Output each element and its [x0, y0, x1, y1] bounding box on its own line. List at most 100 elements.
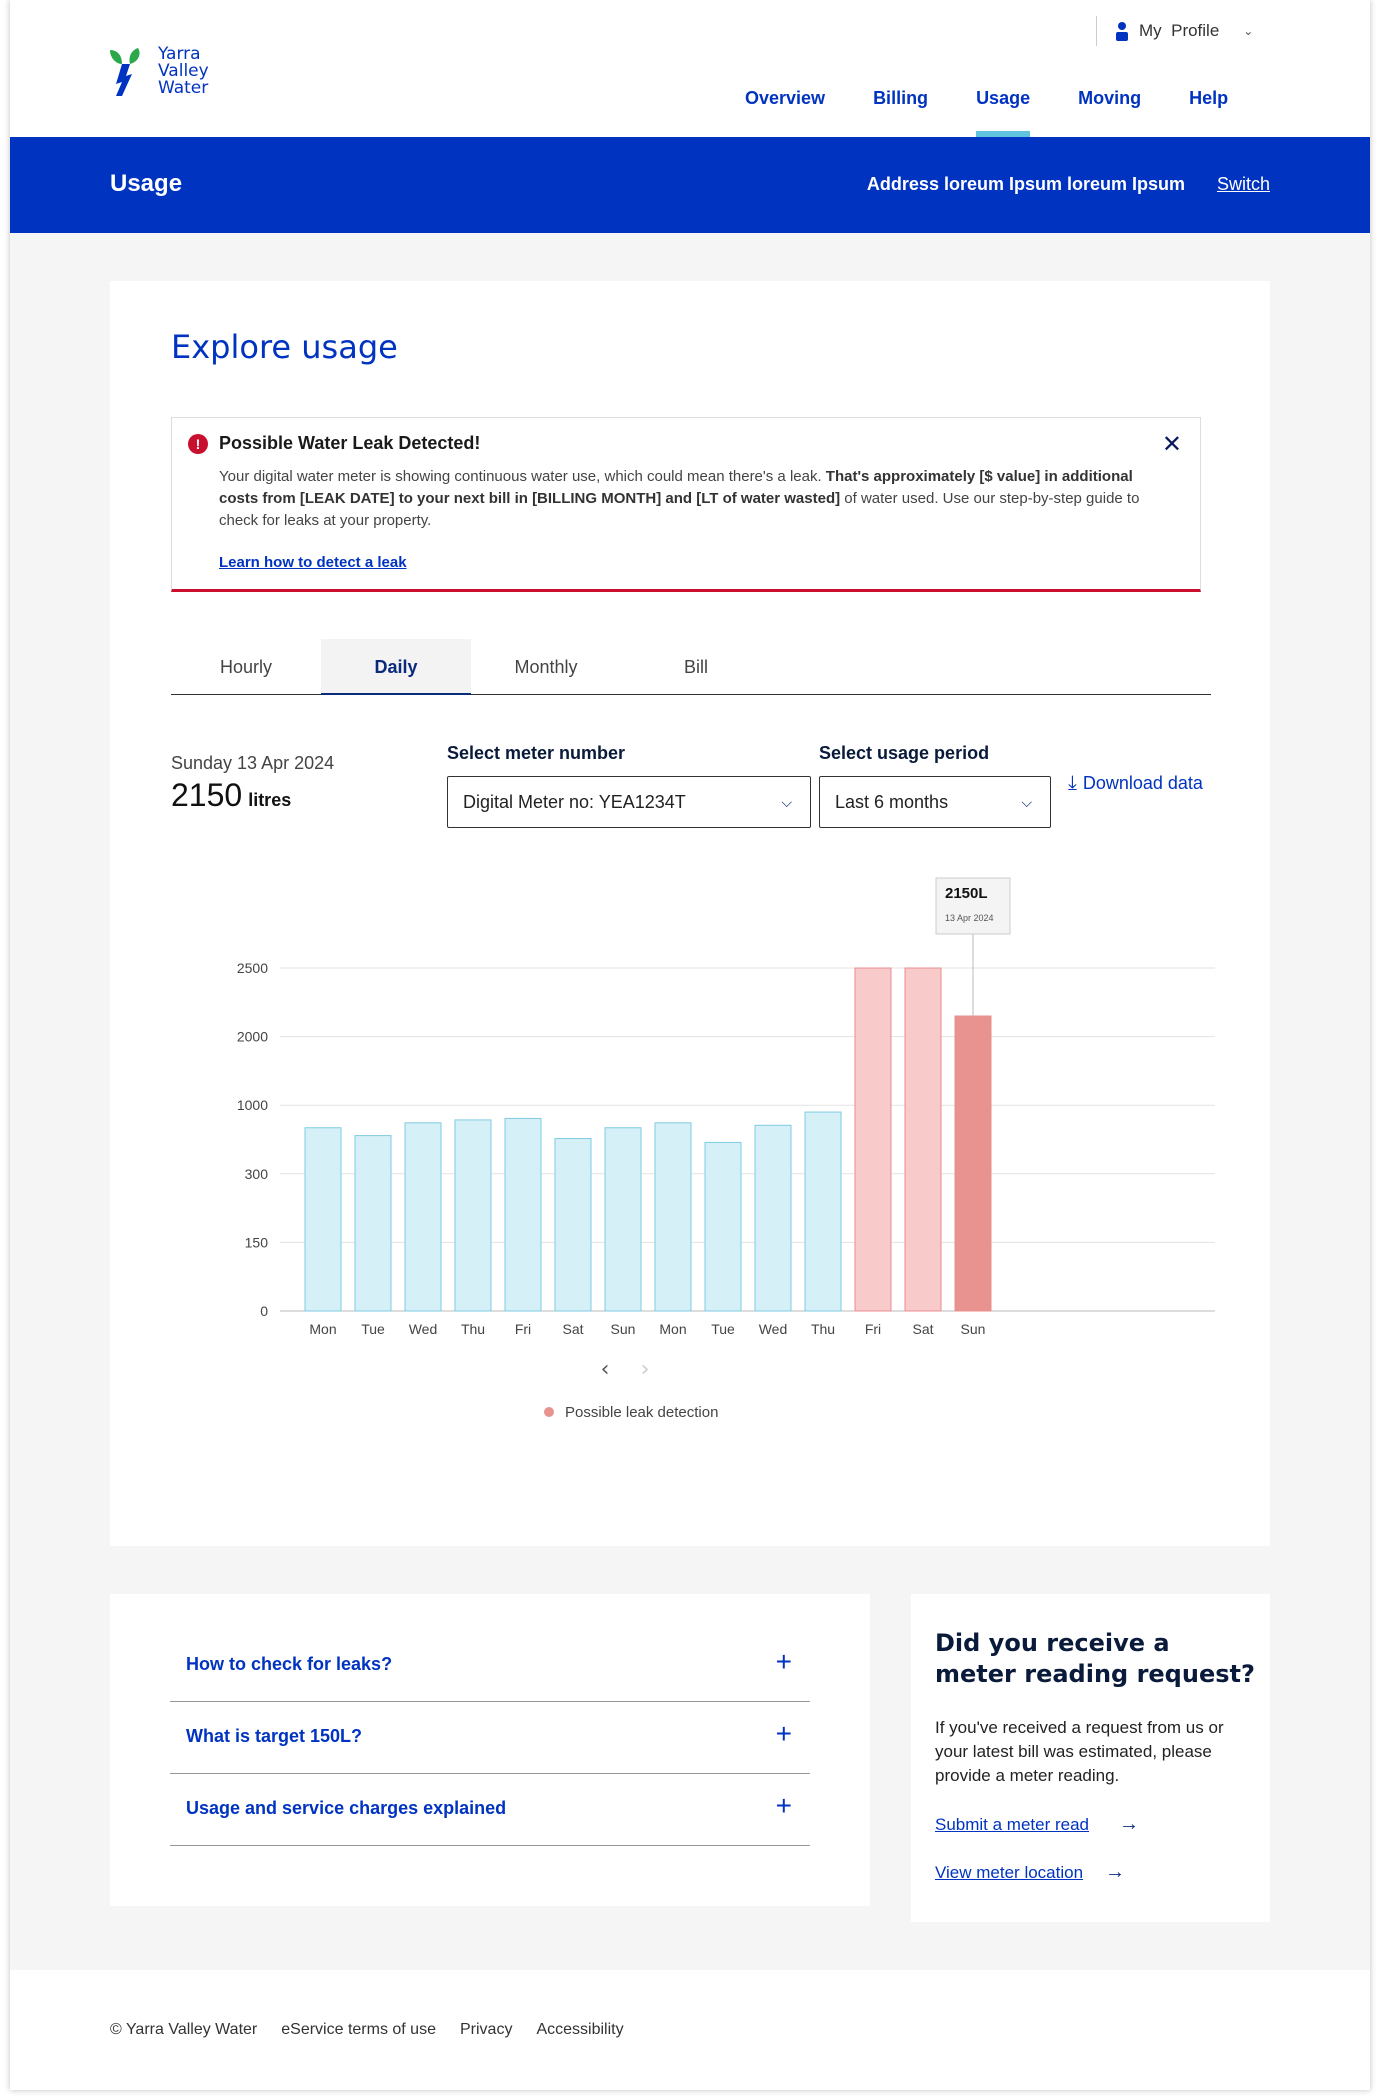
meter-select[interactable]: Digital Meter no: YEA1234T ⌵	[447, 776, 811, 828]
nav-help[interactable]: Help	[1189, 88, 1229, 108]
switch-property-link[interactable]: Switch	[1216, 174, 1270, 194]
plus-icon: +	[775, 1718, 792, 1749]
faq-question: How to check for leaks?	[186, 1654, 393, 1674]
footer-privacy-link[interactable]: Privacy	[459, 2021, 513, 2038]
faq-question: Usage and service charges explained	[186, 1798, 507, 1818]
y-tick-label: 2000	[237, 1029, 268, 1045]
y-tick-label: 150	[245, 1234, 269, 1250]
x-tick-label: Thu	[811, 1321, 835, 1337]
period-select-value: Last 6 months	[835, 792, 949, 812]
brand-logo[interactable]: Yarra Valley Water	[108, 46, 218, 102]
x-tick-label: Sat	[562, 1321, 583, 1337]
brand-wordmark: Yarra Valley Water	[158, 46, 209, 97]
period-tabs: Hourly Daily Monthly Bill	[171, 639, 1211, 695]
period-select-label: Select usage period	[819, 743, 990, 763]
close-icon[interactable]: ✕	[1161, 431, 1182, 458]
selected-date: Sunday 13 Apr 2024	[171, 753, 335, 773]
profile-label: My Profile	[1139, 21, 1220, 40]
page-banner: Usage Address loreum Ipsum loreum Ipsum …	[10, 137, 1370, 233]
tab-hourly[interactable]: Hourly	[219, 657, 272, 677]
footer-accessibility-link[interactable]: Accessibility	[536, 2021, 624, 2038]
footer-terms-link[interactable]: eService terms of use	[281, 2021, 436, 2038]
footer-copyright: © Yarra Valley Water	[110, 2021, 258, 2038]
bar	[754, 1124, 792, 1312]
y-tick-label: 0	[260, 1303, 268, 1319]
meter-read-text: If you've received a request from us or …	[935, 1718, 1224, 1785]
usage-total: 2150 litres	[171, 777, 291, 814]
profile-menu[interactable]: My Profile ⌄	[1096, 16, 1253, 46]
x-tick-label: Wed	[409, 1321, 438, 1337]
meter-read-panel: Did you receive a meter reading request?…	[911, 1594, 1270, 1922]
bar	[804, 1111, 842, 1312]
tab-bill[interactable]: Bill	[683, 657, 708, 677]
legend-marker	[544, 1407, 554, 1417]
x-tick-label: Tue	[711, 1321, 735, 1337]
plus-icon: +	[775, 1790, 792, 1821]
bar	[504, 1117, 542, 1312]
nav-billing[interactable]: Billing	[873, 88, 929, 108]
alert-text-c: of water used. Use our step-by-step guid…	[219, 490, 1140, 529]
bar	[954, 1015, 992, 1312]
submit-meter-read-link[interactable]: Submit a meter read	[935, 1815, 1090, 1834]
tooltip-date: 13 Apr 2024	[945, 913, 994, 923]
bar	[604, 1127, 642, 1312]
site-footer: © Yarra Valley Water eService terms of u…	[10, 1970, 1370, 2090]
faq-item[interactable]: What is target 150L? +	[170, 1702, 810, 1774]
detect-leak-link[interactable]: Learn how to detect a leak	[219, 554, 407, 571]
bar	[354, 1135, 392, 1312]
y-tick-label: 2500	[237, 960, 268, 976]
x-tick-label: Fri	[515, 1321, 531, 1337]
bar	[404, 1122, 442, 1312]
usage-bar-chart: 0 150 300 1000 2000 2500 Mon Tue Wed Thu Fri Sat Sun…	[237, 877, 1215, 1421]
download-data-button[interactable]: ⤓ Download data	[1068, 772, 1203, 795]
meter-select-label: Select meter number	[447, 743, 626, 763]
site-header: Yarra Valley Water My Profile ⌄ Overview…	[10, 0, 1370, 137]
faq-panel: How to check for leaks? + What is target …	[110, 1594, 870, 1906]
alert-title: Possible Water Leak Detected!	[219, 433, 481, 453]
nav-moving[interactable]: Moving	[1078, 88, 1142, 108]
faq-item[interactable]: How to check for leaks? +	[170, 1630, 810, 1702]
bar	[704, 1141, 742, 1312]
chevron-left-icon: ‹	[601, 1357, 610, 1382]
main-nav: Overview Billing Usage Moving Help	[745, 88, 1276, 137]
arrow-right-icon: →	[1105, 1861, 1125, 1883]
tab-monthly[interactable]: Monthly	[514, 657, 578, 677]
brand-line-1: Yarra	[158, 44, 201, 64]
period-select[interactable]: Last 6 months ⌵	[819, 776, 1051, 828]
plus-icon: +	[775, 1646, 792, 1677]
leaf-logo-icon	[110, 48, 140, 96]
alert-text-a: Your digital water meter is showing cont…	[219, 468, 826, 485]
property-address: Address loreum Ipsum loreum Ipsum	[866, 174, 1185, 194]
usage-card: Explore usage ! Possible Water Leak Dete…	[110, 281, 1270, 1546]
alert-text-b: That's approximately [$ value] in additi…	[219, 468, 1133, 507]
bar	[654, 1122, 692, 1312]
faq-question: What is target 150L?	[186, 1726, 363, 1746]
footer-links: © Yarra Valley Water eService terms of u…	[110, 2021, 624, 2039]
nav-overview[interactable]: Overview	[745, 88, 826, 108]
x-tick-label: Sat	[912, 1321, 933, 1337]
bar	[854, 967, 892, 1312]
x-tick-label: Fri	[865, 1321, 881, 1337]
download-label: Download data	[1082, 773, 1203, 793]
usage-unit: litres	[248, 790, 292, 810]
x-tick-label: Thu	[461, 1321, 485, 1337]
page-title: Explore usage	[171, 328, 398, 366]
x-tick-label: Sun	[611, 1321, 636, 1337]
bar	[904, 967, 942, 1312]
legend-label: Possible leak detection	[565, 1404, 718, 1421]
chevron-right-icon: ›	[641, 1357, 650, 1382]
y-tick-label: 300	[245, 1166, 269, 1182]
view-meter-location-link[interactable]: View meter location	[935, 1863, 1084, 1882]
x-tick-label: Mon	[659, 1321, 686, 1337]
user-icon	[1116, 22, 1128, 41]
tooltip-box	[935, 877, 1011, 935]
brand-line-3: Water	[158, 78, 209, 98]
faq-item[interactable]: Usage and service charges explained +	[170, 1774, 810, 1846]
tab-daily[interactable]: Daily	[321, 639, 471, 695]
x-tick-label: Wed	[759, 1321, 788, 1337]
x-tick-label: Tue	[361, 1321, 385, 1337]
leak-alert: ! Possible Water Leak Detected! ✕ Your d…	[171, 417, 1201, 592]
error-icon: !	[188, 434, 208, 454]
bar	[454, 1119, 492, 1312]
nav-usage[interactable]: Usage	[976, 88, 1031, 137]
